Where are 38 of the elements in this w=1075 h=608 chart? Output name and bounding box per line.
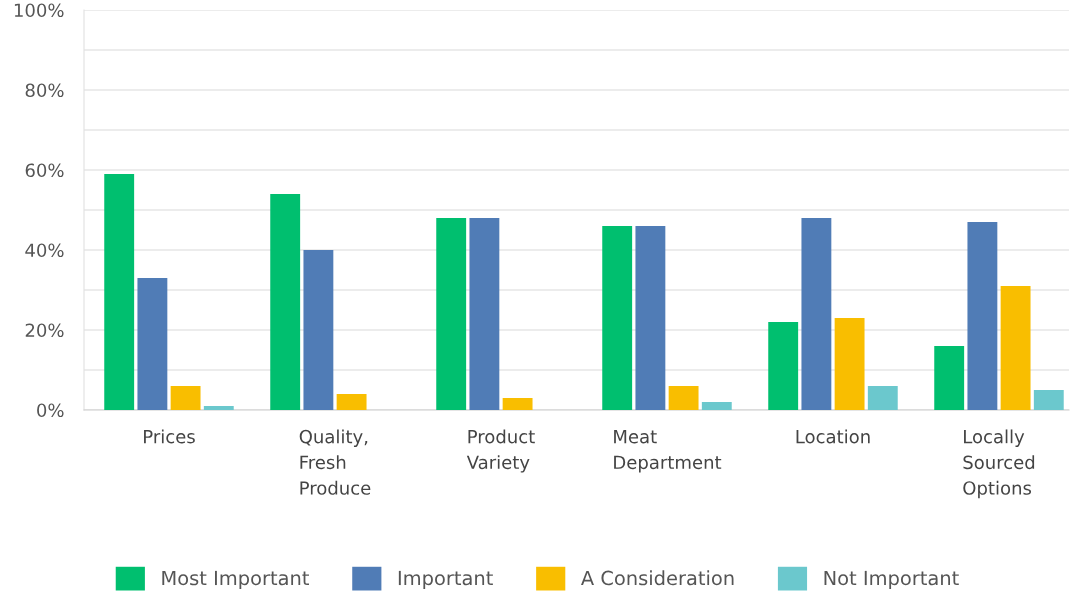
legend-label: A Consideration: [581, 570, 734, 586]
y-tick-label: 20%: [25, 323, 64, 338]
x-tick-label: Locally Sourced Options: [963, 429, 1035, 499]
bar: [336, 394, 367, 410]
bar: [867, 386, 898, 410]
bar: [834, 318, 865, 410]
bar: [768, 322, 799, 410]
bar: [1000, 286, 1031, 410]
bar: [137, 278, 168, 410]
x-tick-label: Prices: [144, 429, 195, 444]
bar: [934, 346, 965, 410]
bar: [1033, 390, 1064, 410]
x-tick-label: Product Variety: [466, 429, 535, 473]
y-tick-label: 80%: [25, 83, 64, 98]
bar: [502, 398, 533, 410]
bar: [602, 226, 633, 410]
y-tick-label: 40%: [25, 243, 64, 258]
bar: [104, 174, 135, 410]
y-tick-label: 100%: [14, 3, 64, 18]
bar: [303, 250, 334, 410]
x-tick-label: Quality, Fresh Produce: [299, 429, 371, 495]
x-tick-label: Meat Department: [614, 430, 722, 473]
legend-label: Most Important: [162, 570, 309, 590]
bar: [436, 218, 467, 410]
y-tick-label: 0%: [37, 403, 64, 418]
legend-label: Not Important: [824, 570, 959, 590]
bar: [635, 226, 666, 410]
legend-label: Important: [398, 570, 493, 590]
bar: [170, 386, 201, 410]
x-tick-label: Location: [796, 429, 870, 444]
bar: [668, 386, 699, 410]
bar: [469, 218, 500, 410]
bar: [203, 406, 234, 410]
y-tick-label: 60%: [25, 163, 64, 178]
bar: [967, 222, 998, 410]
bar: [801, 218, 832, 410]
bar: [701, 402, 732, 410]
bar: [270, 194, 301, 410]
